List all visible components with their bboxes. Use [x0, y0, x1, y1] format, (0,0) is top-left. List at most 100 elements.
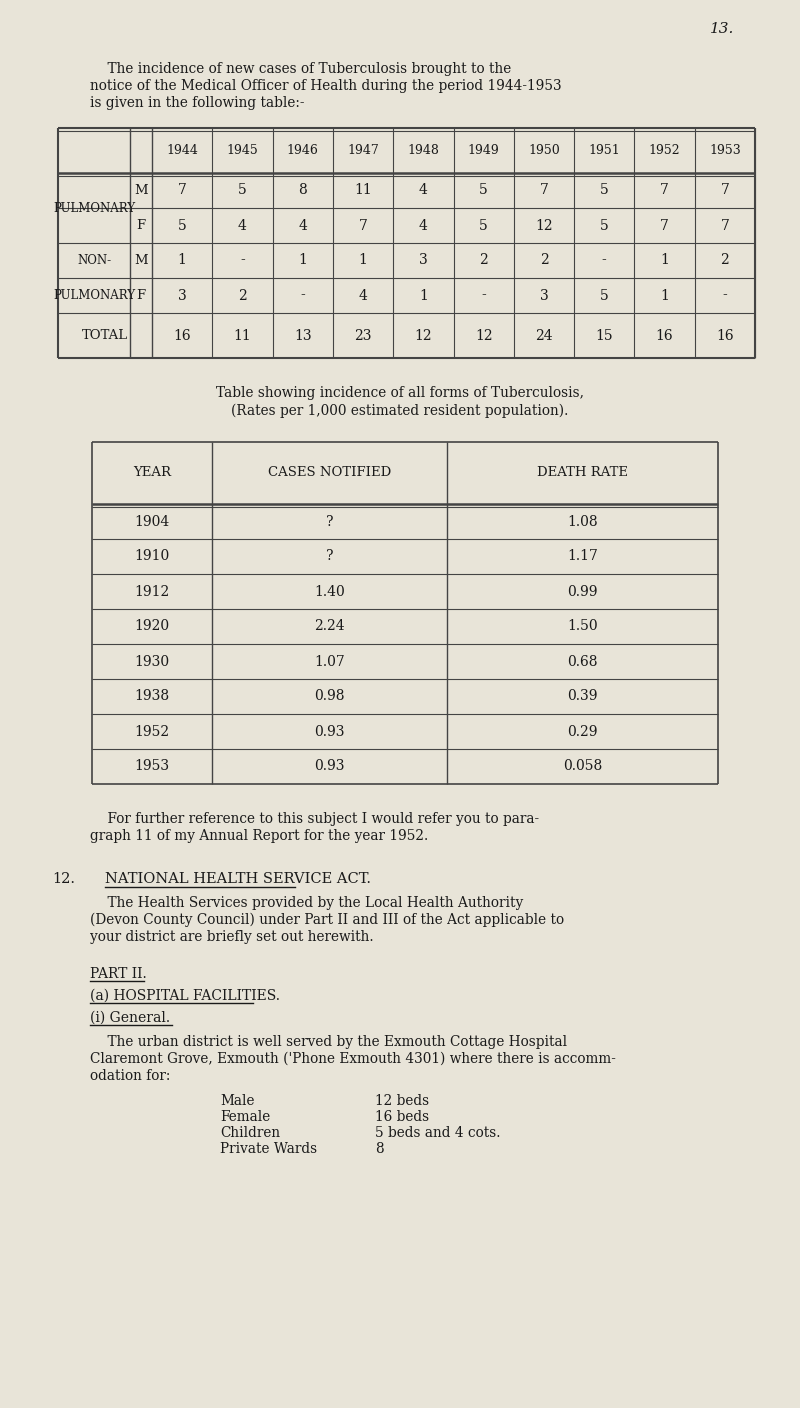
Text: -: -: [722, 289, 727, 303]
Text: 1946: 1946: [287, 144, 318, 158]
Text: 3: 3: [178, 289, 186, 303]
Text: 24: 24: [535, 328, 553, 342]
Text: 7: 7: [539, 183, 548, 197]
Text: 1952: 1952: [649, 144, 680, 158]
Text: notice of the Medical Officer of Health during the period 1944-1953: notice of the Medical Officer of Health …: [90, 79, 562, 93]
Text: 1951: 1951: [588, 144, 620, 158]
Text: 1.07: 1.07: [314, 655, 345, 669]
Text: 0.29: 0.29: [567, 725, 598, 739]
Text: M: M: [134, 253, 148, 268]
Text: CASES NOTIFIED: CASES NOTIFIED: [268, 466, 391, 480]
Text: 0.98: 0.98: [314, 690, 345, 704]
Text: -: -: [240, 253, 245, 268]
Text: 2: 2: [721, 253, 730, 268]
Text: 12 beds: 12 beds: [375, 1094, 429, 1108]
Text: F: F: [137, 289, 146, 301]
Text: 1950: 1950: [528, 144, 560, 158]
Text: PART II.: PART II.: [90, 967, 146, 981]
Text: 5: 5: [600, 183, 609, 197]
Text: The urban district is well served by the Exmouth Cottage Hospital: The urban district is well served by the…: [90, 1035, 567, 1049]
Text: 5: 5: [600, 289, 609, 303]
Text: 11: 11: [234, 328, 251, 342]
Text: 1: 1: [298, 253, 307, 268]
Text: 23: 23: [354, 328, 372, 342]
Text: 1: 1: [358, 253, 367, 268]
Text: 13.: 13.: [710, 23, 734, 37]
Text: 7: 7: [660, 183, 669, 197]
Text: Children: Children: [220, 1126, 280, 1140]
Text: PULMONARY: PULMONARY: [53, 201, 135, 214]
Text: 1910: 1910: [134, 549, 170, 563]
Text: 1952: 1952: [134, 725, 170, 739]
Text: 16: 16: [174, 328, 191, 342]
Text: The incidence of new cases of Tuberculosis brought to the: The incidence of new cases of Tuberculos…: [90, 62, 511, 76]
Text: your district are briefly set out herewith.: your district are briefly set out herewi…: [90, 931, 374, 943]
Text: 2.24: 2.24: [314, 620, 345, 634]
Text: 8: 8: [298, 183, 307, 197]
Text: M: M: [134, 184, 148, 197]
Text: 1930: 1930: [134, 655, 170, 669]
Text: 16: 16: [716, 328, 734, 342]
Text: Private Wards: Private Wards: [220, 1142, 317, 1156]
Text: 13: 13: [294, 328, 311, 342]
Text: 5: 5: [479, 218, 488, 232]
Text: 12: 12: [475, 328, 493, 342]
Text: 1: 1: [660, 289, 669, 303]
Text: 5: 5: [600, 218, 609, 232]
Text: 0.93: 0.93: [314, 759, 345, 773]
Text: The Health Services provided by the Local Health Authority: The Health Services provided by the Loca…: [90, 895, 523, 910]
Text: 16: 16: [656, 328, 674, 342]
Text: (a) HOSPITAL FACILITIES.: (a) HOSPITAL FACILITIES.: [90, 988, 280, 1002]
Text: (Rates per 1,000 estimated resident population).: (Rates per 1,000 estimated resident popu…: [231, 404, 569, 418]
Text: 1953: 1953: [709, 144, 741, 158]
Text: NATIONAL HEALTH SERVICE ACT.: NATIONAL HEALTH SERVICE ACT.: [105, 872, 371, 886]
Text: 1947: 1947: [347, 144, 379, 158]
Text: 8: 8: [375, 1142, 384, 1156]
Text: 1944: 1944: [166, 144, 198, 158]
Text: 2: 2: [539, 253, 548, 268]
Text: -: -: [482, 289, 486, 303]
Text: 1904: 1904: [134, 514, 170, 528]
Text: 5: 5: [178, 218, 186, 232]
Text: 1.08: 1.08: [567, 514, 598, 528]
Text: is given in the following table:-: is given in the following table:-: [90, 96, 305, 110]
Text: 1912: 1912: [134, 584, 170, 598]
Text: 1920: 1920: [134, 620, 170, 634]
Text: 1949: 1949: [468, 144, 499, 158]
Text: 1: 1: [419, 289, 428, 303]
Text: 7: 7: [660, 218, 669, 232]
Text: 4: 4: [298, 218, 307, 232]
Text: 0.058: 0.058: [563, 759, 602, 773]
Text: -: -: [602, 253, 606, 268]
Text: 12: 12: [535, 218, 553, 232]
Text: 1945: 1945: [226, 144, 258, 158]
Text: 11: 11: [354, 183, 372, 197]
Text: 7: 7: [178, 183, 186, 197]
Text: (Devon County Council) under Part II and III of the Act applicable to: (Devon County Council) under Part II and…: [90, 912, 564, 928]
Text: 4: 4: [238, 218, 247, 232]
Text: 0.68: 0.68: [567, 655, 598, 669]
Text: -: -: [300, 289, 305, 303]
Text: F: F: [137, 220, 146, 232]
Text: 4: 4: [419, 218, 428, 232]
Text: For further reference to this subject I would refer you to para-: For further reference to this subject I …: [90, 812, 539, 826]
Text: 1.50: 1.50: [567, 620, 598, 634]
Text: 5: 5: [238, 183, 247, 197]
Text: 1938: 1938: [134, 690, 170, 704]
Text: 12: 12: [414, 328, 432, 342]
Text: 2: 2: [238, 289, 247, 303]
Text: TOTAL: TOTAL: [82, 329, 128, 342]
Text: 5 beds and 4 cots.: 5 beds and 4 cots.: [375, 1126, 501, 1140]
Text: 7: 7: [358, 218, 367, 232]
Text: 0.99: 0.99: [567, 584, 598, 598]
Text: 0.39: 0.39: [567, 690, 598, 704]
Text: 12.: 12.: [52, 872, 75, 886]
Text: Table showing incidence of all forms of Tuberculosis,: Table showing incidence of all forms of …: [216, 386, 584, 400]
Text: NON-: NON-: [77, 253, 111, 268]
Text: DEATH RATE: DEATH RATE: [537, 466, 628, 480]
Text: 3: 3: [539, 289, 548, 303]
Text: Claremont Grove, Exmouth ('Phone Exmouth 4301) where there is accomm-: Claremont Grove, Exmouth ('Phone Exmouth…: [90, 1052, 616, 1066]
Text: 16 beds: 16 beds: [375, 1110, 429, 1124]
Text: graph 11 of my Annual Report for the year 1952.: graph 11 of my Annual Report for the yea…: [90, 829, 428, 843]
Text: (i) General.: (i) General.: [90, 1011, 170, 1025]
